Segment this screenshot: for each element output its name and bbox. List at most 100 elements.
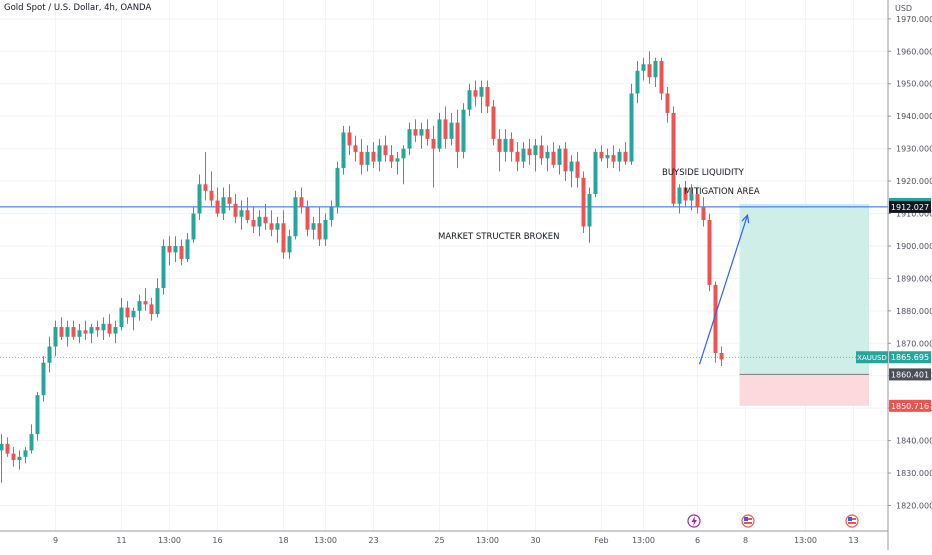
candle[interactable] bbox=[221, 187, 226, 220]
candle[interactable] bbox=[653, 57, 658, 87]
candle[interactable] bbox=[107, 314, 112, 337]
candle[interactable] bbox=[587, 187, 592, 243]
candle[interactable] bbox=[185, 232, 190, 263]
candle[interactable] bbox=[503, 129, 508, 162]
candle[interactable] bbox=[395, 151, 400, 175]
candle[interactable] bbox=[449, 112, 454, 146]
candle[interactable] bbox=[77, 323, 82, 344]
candle[interactable] bbox=[65, 320, 70, 347]
candle[interactable] bbox=[539, 135, 544, 165]
candle[interactable] bbox=[713, 281, 718, 363]
candle[interactable] bbox=[389, 145, 394, 169]
candle[interactable] bbox=[17, 450, 22, 470]
candle[interactable] bbox=[227, 184, 232, 211]
candle[interactable] bbox=[251, 207, 256, 233]
candle[interactable] bbox=[329, 200, 334, 227]
candle[interactable] bbox=[599, 145, 604, 162]
candle[interactable] bbox=[71, 320, 76, 341]
candle[interactable] bbox=[371, 142, 376, 169]
candle[interactable] bbox=[629, 83, 634, 165]
candle[interactable] bbox=[413, 119, 418, 143]
candle[interactable] bbox=[695, 187, 700, 214]
event-icons[interactable] bbox=[687, 514, 859, 528]
candle[interactable] bbox=[293, 190, 298, 240]
arrow-head[interactable] bbox=[741, 213, 750, 224]
candle[interactable] bbox=[473, 80, 478, 107]
candle[interactable] bbox=[557, 145, 562, 175]
candle[interactable] bbox=[35, 391, 40, 441]
candle[interactable] bbox=[533, 138, 538, 172]
candle[interactable] bbox=[515, 142, 520, 172]
candle[interactable] bbox=[485, 80, 490, 113]
annotation-mitigation-area[interactable]: MITIGATION AREA bbox=[684, 187, 760, 197]
candle[interactable] bbox=[401, 145, 406, 185]
candle[interactable] bbox=[659, 57, 664, 100]
candle[interactable] bbox=[611, 145, 616, 169]
candle[interactable] bbox=[263, 203, 268, 230]
candle[interactable] bbox=[5, 437, 10, 457]
candle[interactable] bbox=[437, 112, 442, 152]
candle[interactable] bbox=[383, 135, 388, 162]
candle[interactable] bbox=[671, 106, 676, 208]
candle[interactable] bbox=[209, 171, 214, 208]
candle[interactable] bbox=[23, 447, 28, 464]
candle[interactable] bbox=[137, 294, 142, 321]
candle[interactable] bbox=[125, 301, 130, 324]
candle[interactable] bbox=[233, 194, 238, 224]
candle[interactable] bbox=[563, 142, 568, 182]
candle[interactable] bbox=[491, 99, 496, 146]
candle[interactable] bbox=[377, 138, 382, 172]
candle[interactable] bbox=[257, 210, 262, 237]
candle[interactable] bbox=[95, 320, 100, 337]
candle[interactable] bbox=[341, 125, 346, 175]
candle[interactable] bbox=[665, 86, 670, 123]
candle[interactable] bbox=[191, 207, 196, 243]
candle[interactable] bbox=[335, 161, 340, 214]
candle[interactable] bbox=[593, 148, 598, 198]
candle[interactable] bbox=[0, 434, 4, 483]
candle[interactable] bbox=[527, 138, 532, 165]
candle[interactable] bbox=[173, 236, 178, 263]
candle[interactable] bbox=[161, 239, 166, 295]
candle[interactable] bbox=[647, 51, 652, 84]
candle[interactable] bbox=[641, 57, 646, 81]
candle[interactable] bbox=[101, 317, 106, 341]
candle[interactable] bbox=[581, 171, 586, 233]
candle[interactable] bbox=[89, 323, 94, 344]
candle[interactable] bbox=[113, 320, 118, 344]
candle[interactable] bbox=[551, 142, 556, 169]
us-flag-icon-2[interactable] bbox=[845, 514, 859, 528]
lightning-icon[interactable] bbox=[687, 514, 701, 528]
candle[interactable] bbox=[53, 320, 58, 357]
annotation-market-structure[interactable]: MARKET STRUCTER BROKEN bbox=[438, 232, 559, 242]
candle[interactable] bbox=[575, 151, 580, 188]
candle[interactable] bbox=[617, 148, 622, 172]
candle[interactable] bbox=[605, 148, 610, 169]
candle[interactable] bbox=[719, 346, 724, 366]
candle[interactable] bbox=[155, 278, 160, 318]
candle[interactable] bbox=[347, 125, 352, 156]
candle[interactable] bbox=[497, 129, 502, 172]
candle[interactable] bbox=[203, 151, 208, 201]
candle[interactable] bbox=[131, 307, 136, 331]
candlesticks[interactable] bbox=[0, 51, 724, 483]
candle[interactable] bbox=[455, 109, 460, 169]
candle[interactable] bbox=[59, 317, 64, 341]
candle[interactable] bbox=[419, 122, 424, 149]
candle[interactable] bbox=[323, 213, 328, 246]
candle[interactable] bbox=[149, 297, 154, 321]
candle[interactable] bbox=[179, 239, 184, 266]
candle[interactable] bbox=[215, 187, 220, 217]
candle[interactable] bbox=[365, 145, 370, 172]
candle[interactable] bbox=[683, 181, 688, 208]
candle[interactable] bbox=[467, 83, 472, 117]
candle[interactable] bbox=[353, 135, 358, 162]
candle[interactable] bbox=[299, 187, 304, 214]
candle[interactable] bbox=[407, 122, 412, 156]
candle[interactable] bbox=[425, 119, 430, 146]
candle[interactable] bbox=[707, 213, 712, 292]
annotation-buyside-liquidity[interactable]: BUYSIDE LIQUIDITY bbox=[662, 168, 745, 178]
annotations[interactable]: MARKET STRUCTER BROKEN BUYSIDE LIQUIDITY… bbox=[438, 168, 760, 242]
candle[interactable] bbox=[83, 320, 88, 341]
